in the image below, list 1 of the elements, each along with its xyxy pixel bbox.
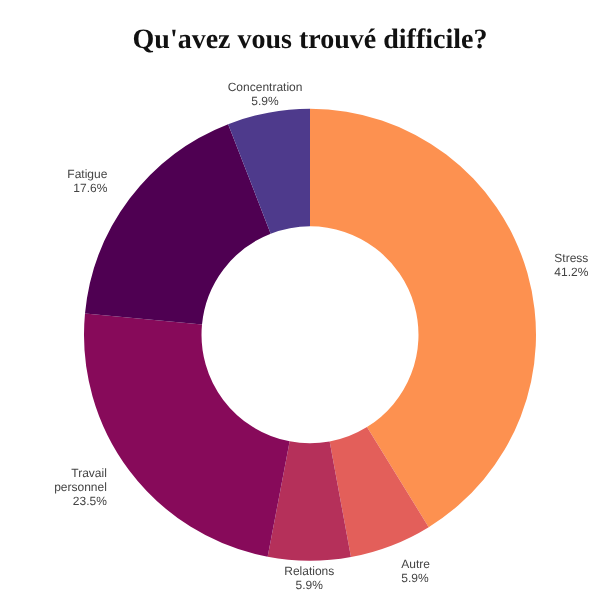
chart-title: Qu'avez vous trouvé difficile? <box>132 26 488 57</box>
